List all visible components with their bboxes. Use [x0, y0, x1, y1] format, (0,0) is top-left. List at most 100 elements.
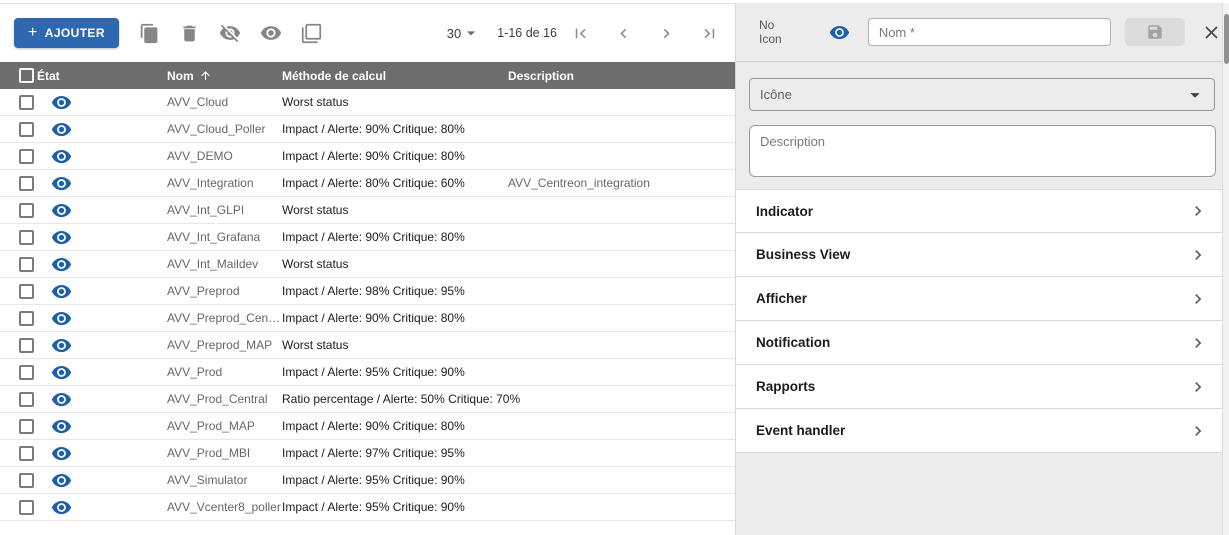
column-header-name[interactable]: Nom — [167, 69, 282, 83]
visibility-icon[interactable] — [51, 200, 72, 221]
ba-name: AVV_DEMO — [167, 149, 233, 163]
table-row[interactable]: AVV_Preprod Impact / Alerte: 98% Critiqu… — [0, 278, 735, 305]
table-row[interactable]: AVV_Prod Impact / Alerte: 95% Critique: … — [0, 359, 735, 386]
visibility-icon[interactable] — [51, 146, 72, 167]
visibility-icon[interactable] — [51, 497, 72, 518]
section-event-handler[interactable]: Event handler — [736, 409, 1222, 453]
visibility-icon[interactable] — [51, 254, 72, 275]
visibility-icon[interactable] — [51, 119, 72, 140]
visibility-icon[interactable] — [51, 227, 72, 248]
delete-icon[interactable] — [179, 23, 200, 44]
ba-method: Impact / Alerte: 95% Critique: 90% — [282, 500, 465, 514]
visibility-icon[interactable] — [51, 335, 72, 356]
visibility-icon[interactable] — [51, 389, 72, 410]
visibility-icon[interactable] — [51, 362, 72, 383]
section-rapports[interactable]: Rapports — [736, 365, 1222, 409]
table-row[interactable]: AVV_Simulator Impact / Alerte: 95% Criti… — [0, 467, 735, 494]
ba-description: AVV_Centreon_integration — [508, 176, 650, 190]
chevron-right-icon — [1195, 381, 1202, 392]
visibility-icon[interactable] — [51, 281, 72, 302]
ba-name: AVV_Prod_MBI — [167, 446, 251, 460]
table-row[interactable]: AVV_Prod_MAP Impact / Alerte: 90% Critiq… — [0, 413, 735, 440]
copy-icon[interactable] — [139, 23, 160, 44]
section-afficher[interactable]: Afficher — [736, 277, 1222, 321]
chevron-right-icon — [1195, 337, 1202, 348]
row-checkbox[interactable] — [19, 148, 34, 164]
next-page-icon[interactable] — [657, 24, 676, 43]
last-page-icon[interactable] — [700, 24, 719, 43]
ba-method: Impact / Alerte: 90% Critique: 80% — [282, 122, 465, 136]
row-checkbox[interactable] — [19, 391, 34, 407]
ba-method: Worst status — [282, 338, 349, 352]
select-all-checkbox[interactable] — [19, 68, 34, 83]
ba-name: AVV_Prod_Central — [167, 392, 268, 406]
row-checkbox[interactable] — [19, 94, 34, 110]
section-business-view[interactable]: Business View — [736, 233, 1222, 277]
add-button[interactable]: + AJOUTER — [14, 18, 119, 48]
close-icon[interactable] — [1201, 22, 1222, 43]
row-checkbox[interactable] — [19, 445, 34, 461]
table-row[interactable]: AVV_Int_Grafana Impact / Alerte: 90% Cri… — [0, 224, 735, 251]
name-input[interactable] — [867, 18, 1111, 46]
section-indicator[interactable]: Indicator — [736, 189, 1222, 233]
ba-method: Impact / Alerte: 98% Critique: 95% — [282, 284, 465, 298]
row-checkbox[interactable] — [19, 202, 34, 218]
visibility-icon[interactable] — [51, 443, 72, 464]
row-checkbox[interactable] — [19, 175, 34, 191]
row-checkbox[interactable] — [19, 337, 34, 353]
visibility-icon[interactable] — [51, 416, 72, 437]
table-row[interactable]: AVV_DEMO Impact / Alerte: 90% Critique: … — [0, 143, 735, 170]
row-checkbox[interactable] — [19, 472, 34, 488]
row-checkbox[interactable] — [19, 310, 34, 326]
table-row[interactable]: AVV_Prod_Central Ratio percentage / Aler… — [0, 386, 735, 413]
row-checkbox[interactable] — [19, 364, 34, 380]
visibility-icon[interactable] — [51, 173, 72, 194]
chevron-right-icon — [1195, 206, 1202, 216]
first-page-icon[interactable] — [571, 24, 590, 43]
table-row[interactable]: AVV_Cloud_Poller Impact / Alerte: 90% Cr… — [0, 116, 735, 143]
row-checkbox[interactable] — [19, 121, 34, 137]
section-notification[interactable]: Notification — [736, 321, 1222, 365]
table-row[interactable]: AVV_Preprod_Central Impact / Alerte: 90%… — [0, 305, 735, 332]
row-checkbox[interactable] — [19, 499, 34, 515]
table-body: AVV_Cloud Worst status AVV_Cloud_Poller … — [0, 89, 735, 521]
row-checkbox[interactable] — [19, 229, 34, 245]
visibility-icon[interactable] — [829, 22, 850, 43]
rows-per-page-select[interactable]: 30 — [447, 23, 481, 43]
sections-accordion: Indicator Business View Afficher Notific… — [736, 189, 1222, 453]
visibility-icon[interactable] — [51, 470, 72, 491]
table-row[interactable]: AVV_Cloud Worst status — [0, 89, 735, 116]
bulk-action-icons — [139, 22, 322, 44]
visibility-icon[interactable] — [260, 22, 282, 44]
table-row[interactable]: AVV_Preprod_MAP Worst status — [0, 332, 735, 359]
table-row[interactable]: AVV_Integration Impact / Alerte: 80% Cri… — [0, 170, 735, 197]
description-textarea[interactable] — [749, 125, 1216, 177]
scrollbar-thumb[interactable] — [1224, 14, 1229, 64]
table-row[interactable]: AVV_Int_Maildev Worst status — [0, 251, 735, 278]
icon-select[interactable]: Icône — [749, 78, 1215, 111]
ba-list-pane: + AJOUTER — [0, 4, 735, 535]
save-button[interactable] — [1124, 18, 1186, 46]
visibility-icon[interactable] — [51, 308, 72, 329]
table-row[interactable]: AVV_Vcenter8_poller Impact / Alerte: 95%… — [0, 494, 735, 521]
ba-name: AVV_Preprod — [167, 284, 240, 298]
row-checkbox[interactable] — [19, 418, 34, 434]
previous-page-icon[interactable] — [614, 24, 633, 43]
ba-method: Impact / Alerte: 80% Critique: 60% — [282, 176, 465, 190]
list-toolbar: + AJOUTER — [0, 4, 735, 62]
panel-header: No Icon — [736, 3, 1222, 62]
table-row[interactable]: AVV_Prod_MBI Impact / Alerte: 97% Critiq… — [0, 440, 735, 467]
table-row[interactable]: AVV_Int_GLPI Worst status — [0, 197, 735, 224]
visibility-off-icon[interactable] — [219, 22, 241, 44]
duplicate-icon[interactable] — [301, 23, 322, 44]
ba-method: Worst status — [282, 257, 349, 271]
visibility-icon[interactable] — [51, 92, 72, 113]
ba-name: AVV_Simulator — [167, 473, 248, 487]
row-checkbox[interactable] — [19, 283, 34, 299]
ba-method: Impact / Alerte: 90% Critique: 80% — [282, 149, 465, 163]
ba-method: Impact / Alerte: 90% Critique: 80% — [282, 311, 465, 325]
panel-scrollbar[interactable] — [1222, 3, 1229, 535]
row-checkbox[interactable] — [19, 256, 34, 272]
ba-method: Impact / Alerte: 90% Critique: 80% — [282, 230, 465, 244]
